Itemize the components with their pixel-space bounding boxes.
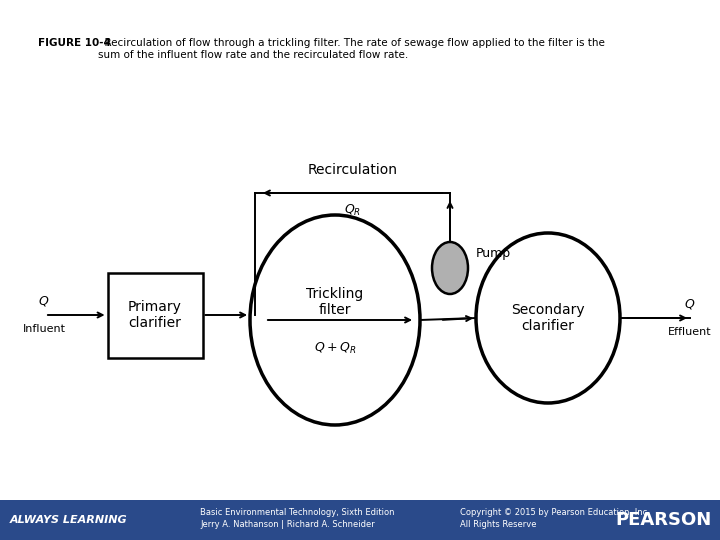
- Text: Influent: Influent: [22, 324, 66, 334]
- Bar: [0, 500, 720, 540]
- Text: Recirculation of flow through a trickling filter. The rate of sewage flow applie: Recirculation of flow through a tricklin…: [98, 38, 605, 59]
- Text: Basic Environmental Technology, Sixth Edition
Jerry A. Nathanson | Richard A. Sc: Basic Environmental Technology, Sixth Ed…: [200, 508, 395, 529]
- Text: $Q_R$: $Q_R$: [344, 203, 361, 218]
- Ellipse shape: [476, 233, 620, 403]
- Text: Primary
clarifier: Primary clarifier: [128, 300, 182, 330]
- Text: FIGURE 10-4: FIGURE 10-4: [38, 38, 111, 48]
- Text: PEARSON: PEARSON: [616, 511, 712, 529]
- Text: $Q + Q_R$: $Q + Q_R$: [314, 340, 356, 355]
- Text: Trickling
filter: Trickling filter: [307, 287, 364, 317]
- FancyBboxPatch shape: [107, 273, 202, 357]
- Text: Copyright © 2015 by Pearson Education, Inc
All Rights Reserve: Copyright © 2015 by Pearson Education, I…: [460, 508, 647, 529]
- Text: Secondary
clarifier: Secondary clarifier: [511, 303, 585, 333]
- Text: $Q$: $Q$: [684, 297, 696, 311]
- Text: ALWAYS LEARNING: ALWAYS LEARNING: [10, 515, 127, 525]
- Text: Effluent: Effluent: [668, 327, 712, 337]
- Text: $Q$: $Q$: [38, 294, 50, 308]
- Ellipse shape: [432, 242, 468, 294]
- Text: Pump: Pump: [476, 247, 511, 260]
- Ellipse shape: [250, 215, 420, 425]
- Text: Recirculation: Recirculation: [307, 163, 397, 177]
